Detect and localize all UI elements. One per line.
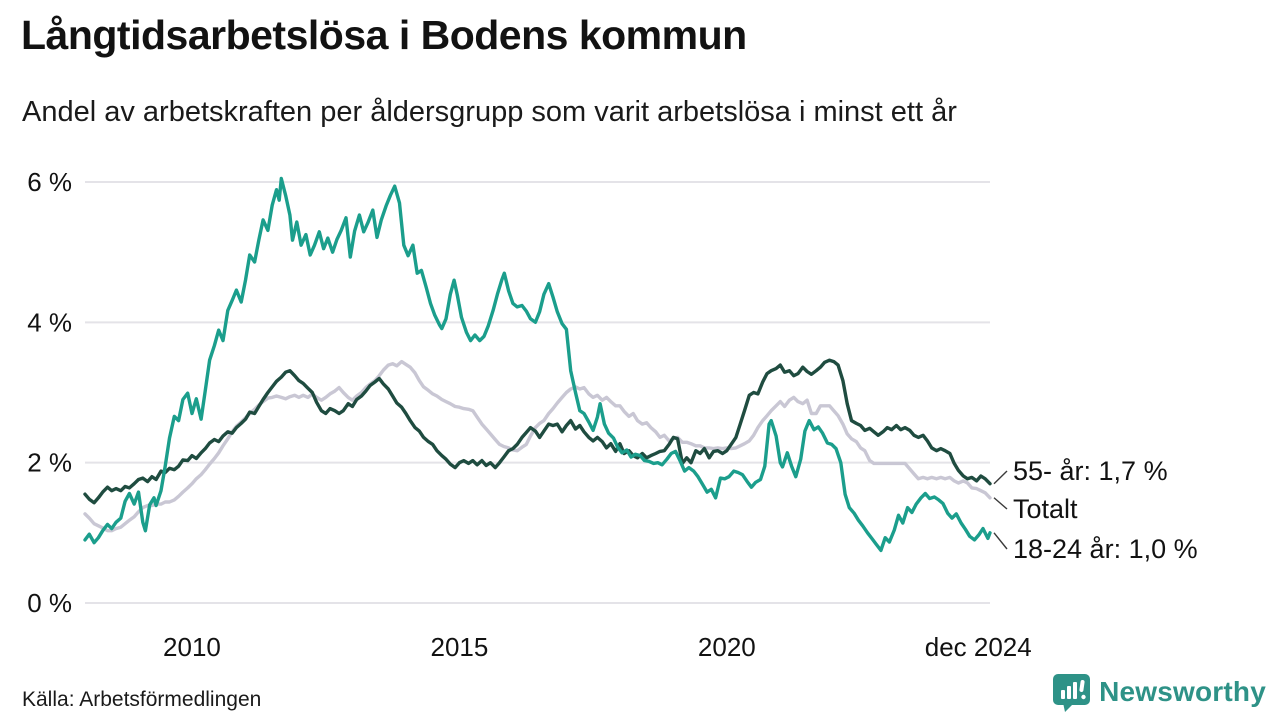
x-axis-tick-label: dec 2024 — [925, 632, 1032, 662]
page-title: Långtidsarbetslösa i Bodens kommun — [21, 12, 747, 58]
newsworthy-bar-chart-bubble-icon — [1053, 672, 1091, 712]
chart-subtitle: Andel av arbetskraften per åldersgrupp s… — [22, 96, 957, 128]
y-axis-tick-label: 6 % — [27, 167, 72, 197]
annotation-leader-line — [993, 532, 1008, 550]
source-note: Källa: Arbetsförmedlingen — [22, 688, 262, 711]
series-annotation-label: 55- år: 1,7 % — [1013, 456, 1168, 486]
x-axis-tick-label: 2020 — [698, 632, 756, 662]
series-annotation-label: Totalt — [1013, 494, 1078, 524]
annotation-leader-line — [993, 470, 1008, 485]
newsworthy-logo-text: Newsworthy — [1099, 676, 1266, 707]
x-axis-tick-label: 2010 — [163, 632, 221, 662]
x-axis-tick-label: 2015 — [430, 632, 488, 662]
series-line-Totalt — [83, 359, 992, 533]
y-axis-tick-label: 0 % — [27, 588, 72, 618]
series-line-18-24r — [83, 176, 992, 553]
series-annotation-label: 18-24 år: 1,0 % — [1013, 534, 1198, 564]
y-axis-tick-label: 2 % — [27, 448, 72, 478]
series-line-55-r — [83, 358, 992, 505]
annotation-leader-line — [993, 497, 1008, 510]
newsworthy-logo: Newsworthy — [1053, 672, 1266, 712]
y-axis-tick-label: 4 % — [27, 307, 72, 337]
